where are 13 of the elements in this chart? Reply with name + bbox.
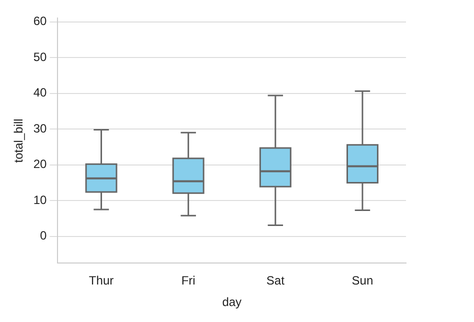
- y-tick-label: 60: [33, 14, 48, 28]
- y-tick-label: 30: [33, 121, 48, 136]
- y-tick-label: 20: [33, 157, 48, 172]
- x-tick-label: Thur: [88, 274, 114, 288]
- y-axis-title: total_bill: [12, 118, 26, 163]
- y-tick-label: 40: [33, 86, 48, 100]
- y-tick-label: 50: [33, 50, 48, 64]
- y-tick-label: 10: [33, 192, 48, 207]
- x-tick-label: Sun: [352, 274, 374, 288]
- y-tick-label: 0: [40, 228, 48, 243]
- x-tick-label: Fri: [181, 274, 196, 288]
- x-axis-title: day: [222, 295, 242, 310]
- x-tick-label: Sat: [266, 274, 286, 288]
